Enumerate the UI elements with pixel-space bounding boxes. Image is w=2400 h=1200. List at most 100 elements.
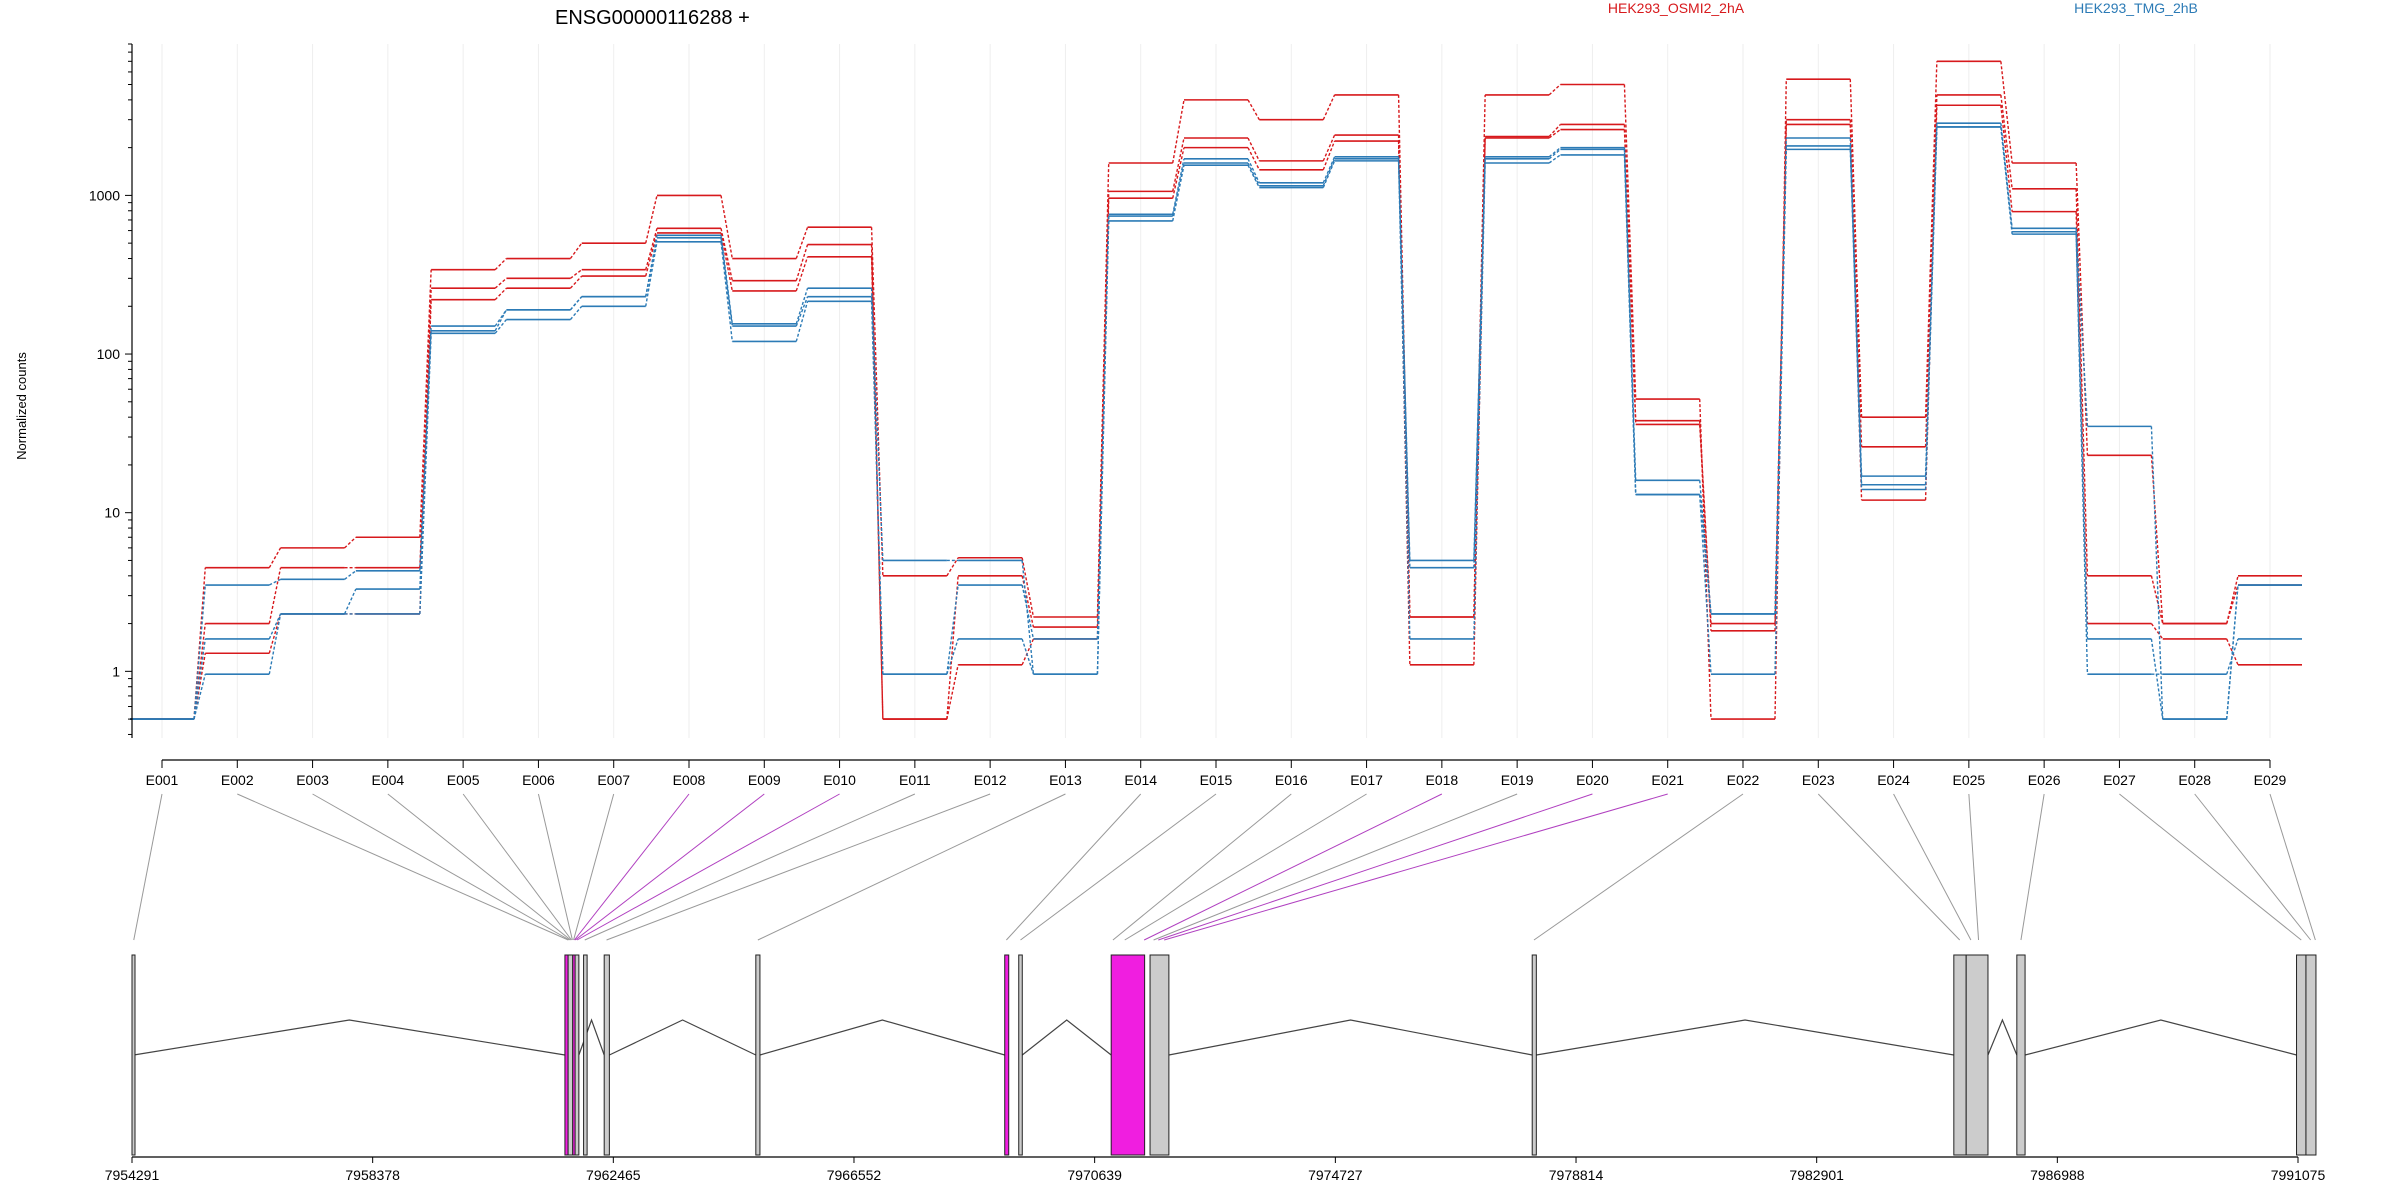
series-3-link-20 (1623, 129, 1637, 425)
gene-model (131, 954, 2317, 1156)
intron-1 (133, 1019, 566, 1056)
connector-e022 (1533, 793, 1744, 941)
series-2-link-24 (1924, 94, 1938, 447)
intron-4 (759, 1019, 1005, 1056)
intron-6 (1168, 1019, 1533, 1056)
series-6-link-8 (720, 241, 733, 342)
series-3-link-15 (1247, 147, 1260, 171)
series-6-link-2 (268, 613, 282, 675)
y-tick-label-100: 100 (97, 346, 121, 362)
series-6-link-18 (1473, 162, 1486, 639)
exon-block-5 (574, 954, 580, 1156)
x-tick-label-e015: E015 (1200, 772, 1233, 788)
series-5-link-1 (193, 638, 206, 720)
axes: 1 10 100 1000 E001 E002 E003 E004 E005 E006 E007 E0… (89, 43, 2287, 788)
series-3-link-19 (1548, 128, 1561, 139)
x-tick-label-e004: E004 (372, 772, 405, 788)
legend-entry-osmi2: HEK293_OSMI2_2hA (1608, 0, 1745, 16)
series-5-link-23 (1849, 145, 1863, 485)
series-6-link-20 (1623, 154, 1637, 495)
series-5-link-2 (268, 613, 282, 640)
intron-3 (609, 1019, 757, 1056)
x-tick-label-e012: E012 (974, 772, 1007, 788)
connector-e025 (1968, 793, 1980, 941)
series-6-link-15 (1247, 164, 1260, 188)
series-6-link-28 (2226, 638, 2239, 675)
series-5-link-17 (1397, 158, 1411, 568)
series-3-link-27 (2150, 623, 2164, 640)
series-6-link-1 (193, 673, 206, 720)
connector-e006 (537, 793, 573, 941)
series-5-link-18 (1473, 158, 1486, 568)
series-6-link-26 (2075, 234, 2089, 675)
exon-block-18 (2305, 954, 2317, 1156)
series-2-link-14 (1172, 137, 1185, 192)
series-4-link-2 (268, 578, 281, 586)
y-tick-label-1000: 1000 (89, 187, 120, 203)
series-6 (130, 126, 2302, 720)
series-1-link-4 (419, 269, 432, 538)
x-tick-label-e005: E005 (447, 772, 480, 788)
series-5-link-5 (494, 309, 508, 332)
series-4-link-1 (193, 584, 206, 720)
exon-block-3 (567, 954, 574, 1156)
genomic-tick-label-6: 7978814 (1549, 1167, 1604, 1183)
connector-e014 (1006, 793, 1142, 941)
series-6-link-9 (795, 301, 809, 342)
count-series (130, 60, 2302, 720)
genomic-tick-label-9: 7991075 (2271, 1167, 2326, 1183)
genomic-tick-label-7: 7982901 (1789, 1167, 1844, 1183)
series-6-link-4 (419, 333, 432, 614)
series-1-link-10 (870, 227, 884, 576)
series-5-link-27 (2150, 638, 2164, 720)
series-5-link-3 (343, 588, 357, 615)
series-6-link-23 (1849, 149, 1863, 490)
intron-7 (1536, 1019, 1954, 1056)
series-4-link-19 (1548, 147, 1561, 158)
x-tick-label-e023: E023 (1802, 772, 1835, 788)
connector-e018 (1143, 793, 1443, 941)
x-tick-label-e028: E028 (2178, 772, 2211, 788)
connector-e023 (1817, 793, 1961, 941)
exon-block-10 (1018, 954, 1023, 1156)
connector-e002 (237, 793, 569, 941)
series-1-link-25 (2000, 61, 2013, 164)
x-tick-label-e009: E009 (748, 772, 781, 788)
genomic-tick-label-2: 7962465 (586, 1167, 641, 1183)
connector-e027 (2119, 793, 2302, 941)
x-tick-label-e024: E024 (1877, 772, 1910, 788)
series-1-link-21 (1699, 399, 1712, 720)
series-2-link-27 (2150, 575, 2164, 624)
exon-block-12 (1149, 954, 1170, 1156)
genomic-tick-label-1: 7958378 (345, 1167, 400, 1183)
series-1-link-5 (494, 258, 507, 271)
intron-5 (1021, 1019, 1112, 1056)
series-4-link-16 (1322, 156, 1336, 184)
series-1-link-3 (344, 536, 357, 549)
x-tick-label-e022: E022 (1727, 772, 1760, 788)
exon-connectors (133, 793, 2316, 941)
x-tick-label-e017: E017 (1350, 772, 1383, 788)
connector-e026 (2020, 793, 2045, 941)
series-3-link-11 (946, 664, 959, 720)
series-1-link-19 (1548, 83, 1561, 96)
exon-block-6 (583, 954, 588, 1156)
series-4-link-10 (870, 288, 884, 561)
x-tick-label-e014: E014 (1124, 772, 1157, 788)
series-2-link-12 (1021, 575, 1035, 628)
x-tick-label-e026: E026 (2028, 772, 2061, 788)
connector-e020 (1158, 793, 1593, 941)
x-tick-label-e019: E019 (1501, 772, 1534, 788)
series-5-link-11 (946, 584, 959, 675)
genomic-tick-label-0: 7954291 (105, 1167, 160, 1183)
series-4-link-25 (2000, 123, 2013, 229)
connector-e024 (1893, 793, 1972, 941)
connector-e009 (575, 793, 765, 941)
connector-e029 (2269, 793, 2316, 941)
series-1-link-12 (1021, 557, 1035, 618)
series-2-link-15 (1247, 137, 1260, 162)
series-1-link-23 (1849, 79, 1863, 418)
x-tick-label-e011: E011 (899, 772, 931, 788)
genomic-tick-label-8: 7986988 (2030, 1167, 2085, 1183)
x-tick-label-e020: E020 (1576, 772, 1609, 788)
